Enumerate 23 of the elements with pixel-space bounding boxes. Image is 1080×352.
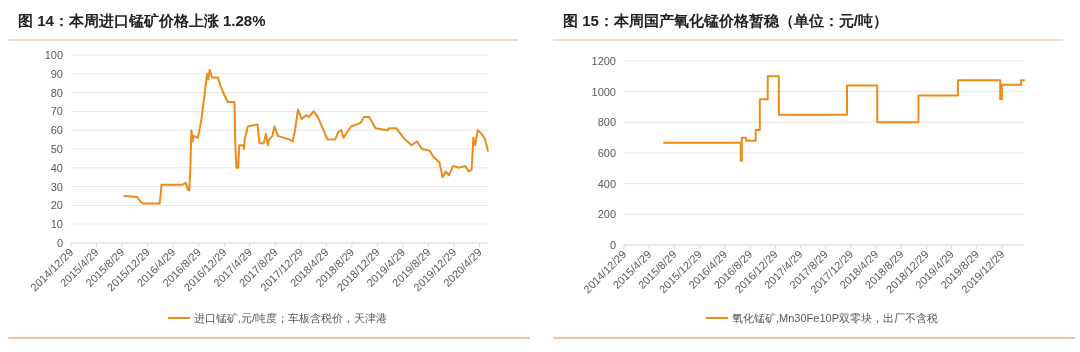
y-tick-label: 200 [597,208,616,221]
y-tick-label: 30 [50,180,63,193]
y-tick-label: 80 [50,86,63,99]
y-tick-label: 1000 [591,85,616,98]
y-tick-label: 0 [609,239,616,251]
y-tick-label: 60 [50,124,63,137]
y-tick-label: 0 [56,237,63,249]
y-tick-label: 800 [597,116,616,129]
legend: 氧化锰矿,Mn30Fe10P双零块，出厂不含税 [705,312,938,324]
y-tick-label: 400 [597,177,616,190]
chart-title: 图 14：本周进口锰矿价格上涨 1.28% [18,12,266,29]
chart-title: 图 15：本周国产氧化锰价格暂稳（单位：元/吨） [563,12,889,29]
y-tick-label: 70 [50,105,63,118]
y-tick-label: 100 [44,49,63,61]
y-tick-label: 20 [50,199,63,212]
y-tick-label: 10 [50,218,63,231]
y-tick-label: 600 [597,147,616,159]
y-tick-label: 90 [50,67,63,80]
y-tick-label: 50 [50,143,63,155]
y-tick-label: 40 [50,161,63,174]
legend: 进口锰矿,元/吨度；车板含税价，天津港 [166,312,388,324]
line-series [123,69,489,205]
y-tick-label: 1200 [591,55,616,67]
